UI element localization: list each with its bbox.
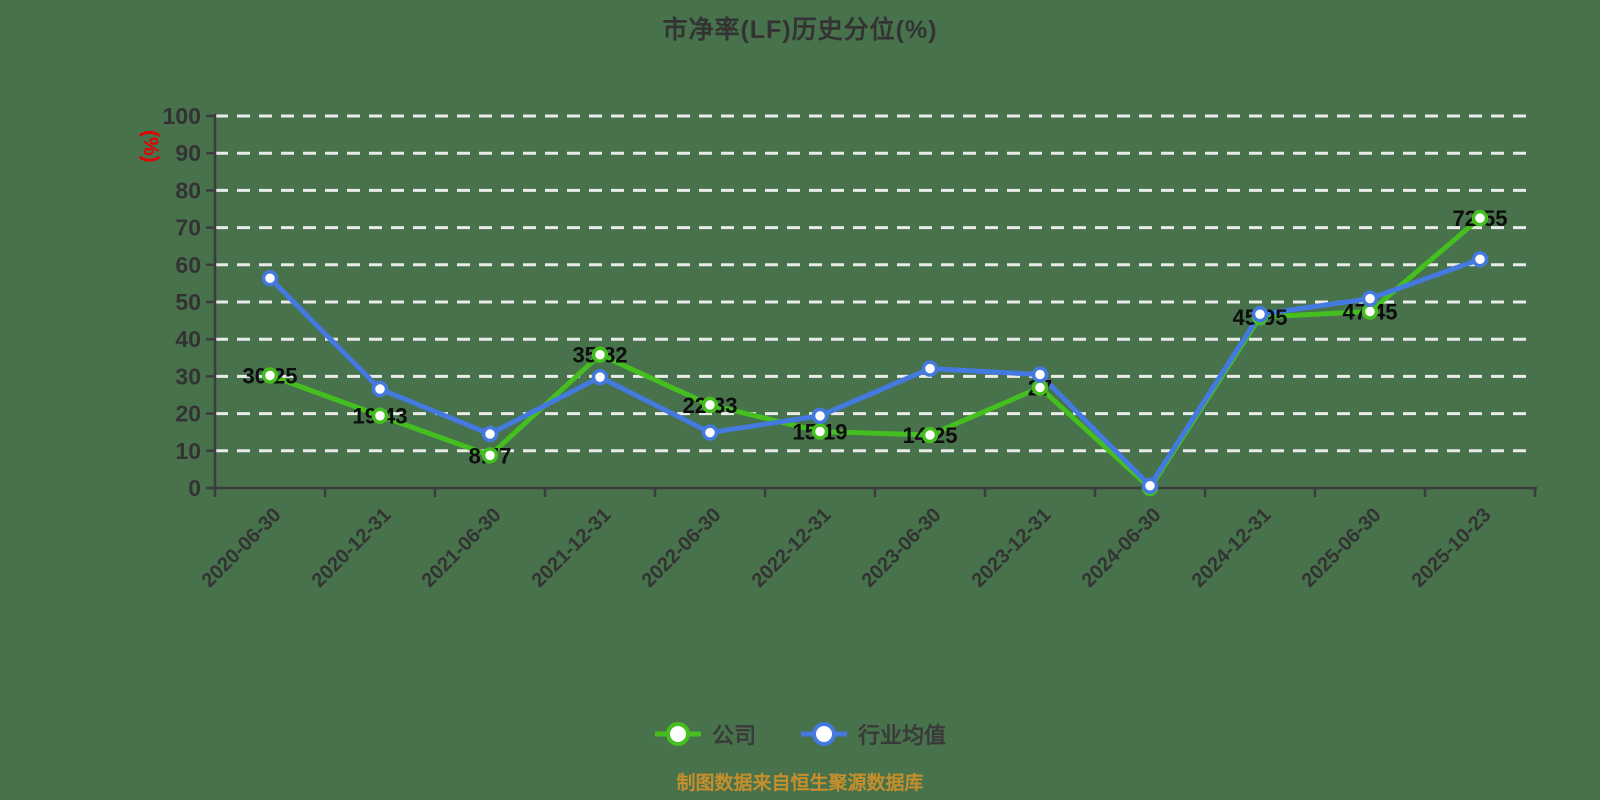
y-axis-tick-label: 10 bbox=[175, 438, 201, 464]
industry-data-point-marker bbox=[261, 269, 279, 287]
company-data-point-marker bbox=[591, 346, 609, 363]
x-axis-label: 2023-12-31 bbox=[968, 504, 1056, 592]
y-axis-tick-label: 100 bbox=[163, 103, 201, 129]
industry-data-point-marker bbox=[1361, 290, 1379, 307]
industry-data-point-marker bbox=[481, 425, 499, 443]
data-source-note: 制图数据来自恒生聚源数据库 bbox=[676, 773, 924, 794]
legend-label-company: 公司 bbox=[711, 723, 756, 748]
y-axis-tick-label: 90 bbox=[175, 140, 201, 166]
y-axis-tick-label: 80 bbox=[175, 177, 201, 203]
x-axis-label: 2022-12-31 bbox=[748, 504, 836, 592]
company-data-point-marker bbox=[261, 367, 279, 384]
company-data-point-marker bbox=[921, 426, 939, 444]
y-axis-tick-label: 20 bbox=[175, 401, 201, 427]
x-axis-label: 2023-06-30 bbox=[858, 504, 946, 592]
industry-data-point-marker bbox=[1471, 250, 1489, 268]
y-axis-tick-label: 50 bbox=[175, 289, 201, 315]
industry-data-point-marker bbox=[371, 380, 389, 398]
industry-data-point-marker bbox=[1141, 477, 1159, 495]
company-data-point-marker bbox=[701, 396, 719, 414]
y-axis-tick-label: 60 bbox=[175, 252, 201, 278]
y-axis-tick-label: 70 bbox=[175, 215, 201, 241]
chart-title: 市净率(LF)历史分位(%) bbox=[662, 16, 938, 44]
x-axis-label: 2024-12-31 bbox=[1188, 504, 1276, 592]
company-data-point-marker bbox=[371, 407, 389, 424]
company-data-point-marker bbox=[481, 447, 499, 464]
x-axis-label: 2020-06-30 bbox=[198, 504, 286, 592]
legend: 公司 行业均值 bbox=[0, 718, 1600, 750]
y-axis-tick-label: 30 bbox=[175, 363, 201, 389]
series-line-company bbox=[267, 215, 1483, 491]
y-axis-unit-label: (%) bbox=[139, 130, 162, 163]
industry-legend-marker-icon bbox=[801, 722, 847, 746]
x-axis-label: 2024-06-30 bbox=[1078, 504, 1166, 592]
industry-data-point-marker bbox=[1031, 366, 1049, 383]
company-data-point-marker bbox=[1471, 209, 1489, 227]
legend-label-industry-average: 行业均值 bbox=[858, 723, 947, 748]
industry-data-point-marker bbox=[701, 424, 719, 441]
legend-item-company[interactable]: 公司 bbox=[654, 718, 756, 750]
x-axis-label: 2022-06-30 bbox=[638, 504, 726, 592]
company-legend-marker-icon bbox=[654, 722, 701, 746]
company-data-point-marker bbox=[1031, 379, 1049, 396]
industry-data-point-marker bbox=[1251, 306, 1269, 323]
industry-data-point-marker bbox=[591, 368, 609, 386]
series-line-industry-average bbox=[267, 256, 1483, 489]
y-axis-tick-label: 0 bbox=[188, 475, 201, 501]
x-axis-label: 2025-10-23 bbox=[1408, 504, 1496, 592]
industry-data-point-marker bbox=[811, 407, 829, 425]
x-axis-label: 2020-12-31 bbox=[308, 504, 396, 592]
x-axis-label: 2021-06-30 bbox=[418, 504, 506, 592]
industry-data-point-marker bbox=[921, 360, 939, 377]
company-data-point-marker bbox=[1361, 303, 1379, 320]
x-axis-label: 2025-06-30 bbox=[1298, 504, 1386, 592]
legend-item-industry-average[interactable]: 行业均值 bbox=[800, 718, 946, 750]
x-axis-label: 2021-12-31 bbox=[528, 504, 616, 592]
line-chart-plot-area: 0 10 20 30 40 50 60 70 80 90 100 2020-06-30 2020-12-… bbox=[163, 103, 1537, 592]
y-axis-tick-label: 40 bbox=[175, 326, 201, 352]
company-data-point-marker bbox=[811, 423, 829, 440]
